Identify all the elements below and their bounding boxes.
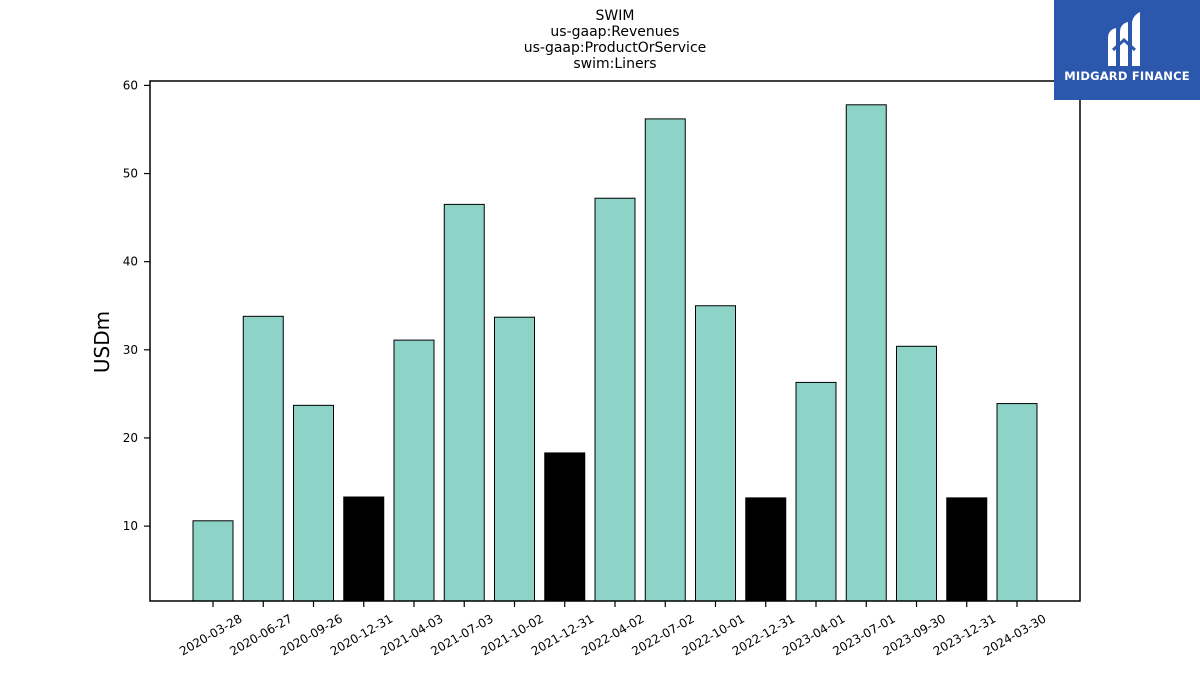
- bar-2020-12-31: [343, 496, 385, 602]
- plot-frame: [149, 80, 1081, 602]
- y-tick-label: 10: [123, 519, 138, 533]
- bar-2020-09-26: [293, 404, 334, 602]
- bar-2024-03-30: [996, 403, 1038, 602]
- bar-2022-12-31: [745, 497, 787, 602]
- bars-layer: [192, 104, 1038, 602]
- bar-2022-04-02: [594, 197, 636, 602]
- bar-2020-03-28: [192, 520, 234, 602]
- y-tick-label: 40: [123, 255, 138, 269]
- bar-2022-07-02: [644, 118, 686, 602]
- y-tick-label: 60: [123, 78, 138, 92]
- midgard-logo: MIDGARD FINANCE: [1054, 0, 1200, 100]
- y-tick-label: 30: [123, 343, 138, 357]
- logo-text: MIDGARD FINANCE: [1064, 69, 1190, 83]
- title-line-2: us-gaap:Revenues: [550, 24, 679, 40]
- y-tick-label: 50: [123, 167, 138, 181]
- title-line-4: swim:Liners: [573, 56, 656, 72]
- bar-2023-04-01: [795, 381, 837, 602]
- chart-title: SWIM us-gaap:Revenues us-gaap:ProductOrS…: [524, 8, 707, 72]
- y-tick-label: 20: [123, 431, 138, 445]
- bar-2023-12-31: [946, 497, 988, 602]
- bar-2021-04-03: [393, 339, 435, 602]
- x-ticks: 2020-03-282020-06-272020-09-262020-12-31…: [177, 601, 1049, 658]
- bar-2023-09-30: [896, 345, 937, 602]
- bar-2023-07-01: [845, 104, 887, 602]
- y-axis-label: USDm: [90, 311, 114, 373]
- bar-2020-06-27: [242, 315, 284, 602]
- bar-2022-10-01: [695, 305, 736, 602]
- midgard-logo-icon: [1108, 12, 1140, 66]
- bar-2021-07-03: [443, 203, 485, 602]
- title-line-1: SWIM: [596, 8, 635, 24]
- bar-2021-12-31: [544, 452, 586, 602]
- y-ticks: 10 20 30 40 50 60: [123, 78, 150, 533]
- title-line-3: us-gaap:ProductOrService: [524, 40, 707, 56]
- bar-2021-10-02: [494, 316, 535, 602]
